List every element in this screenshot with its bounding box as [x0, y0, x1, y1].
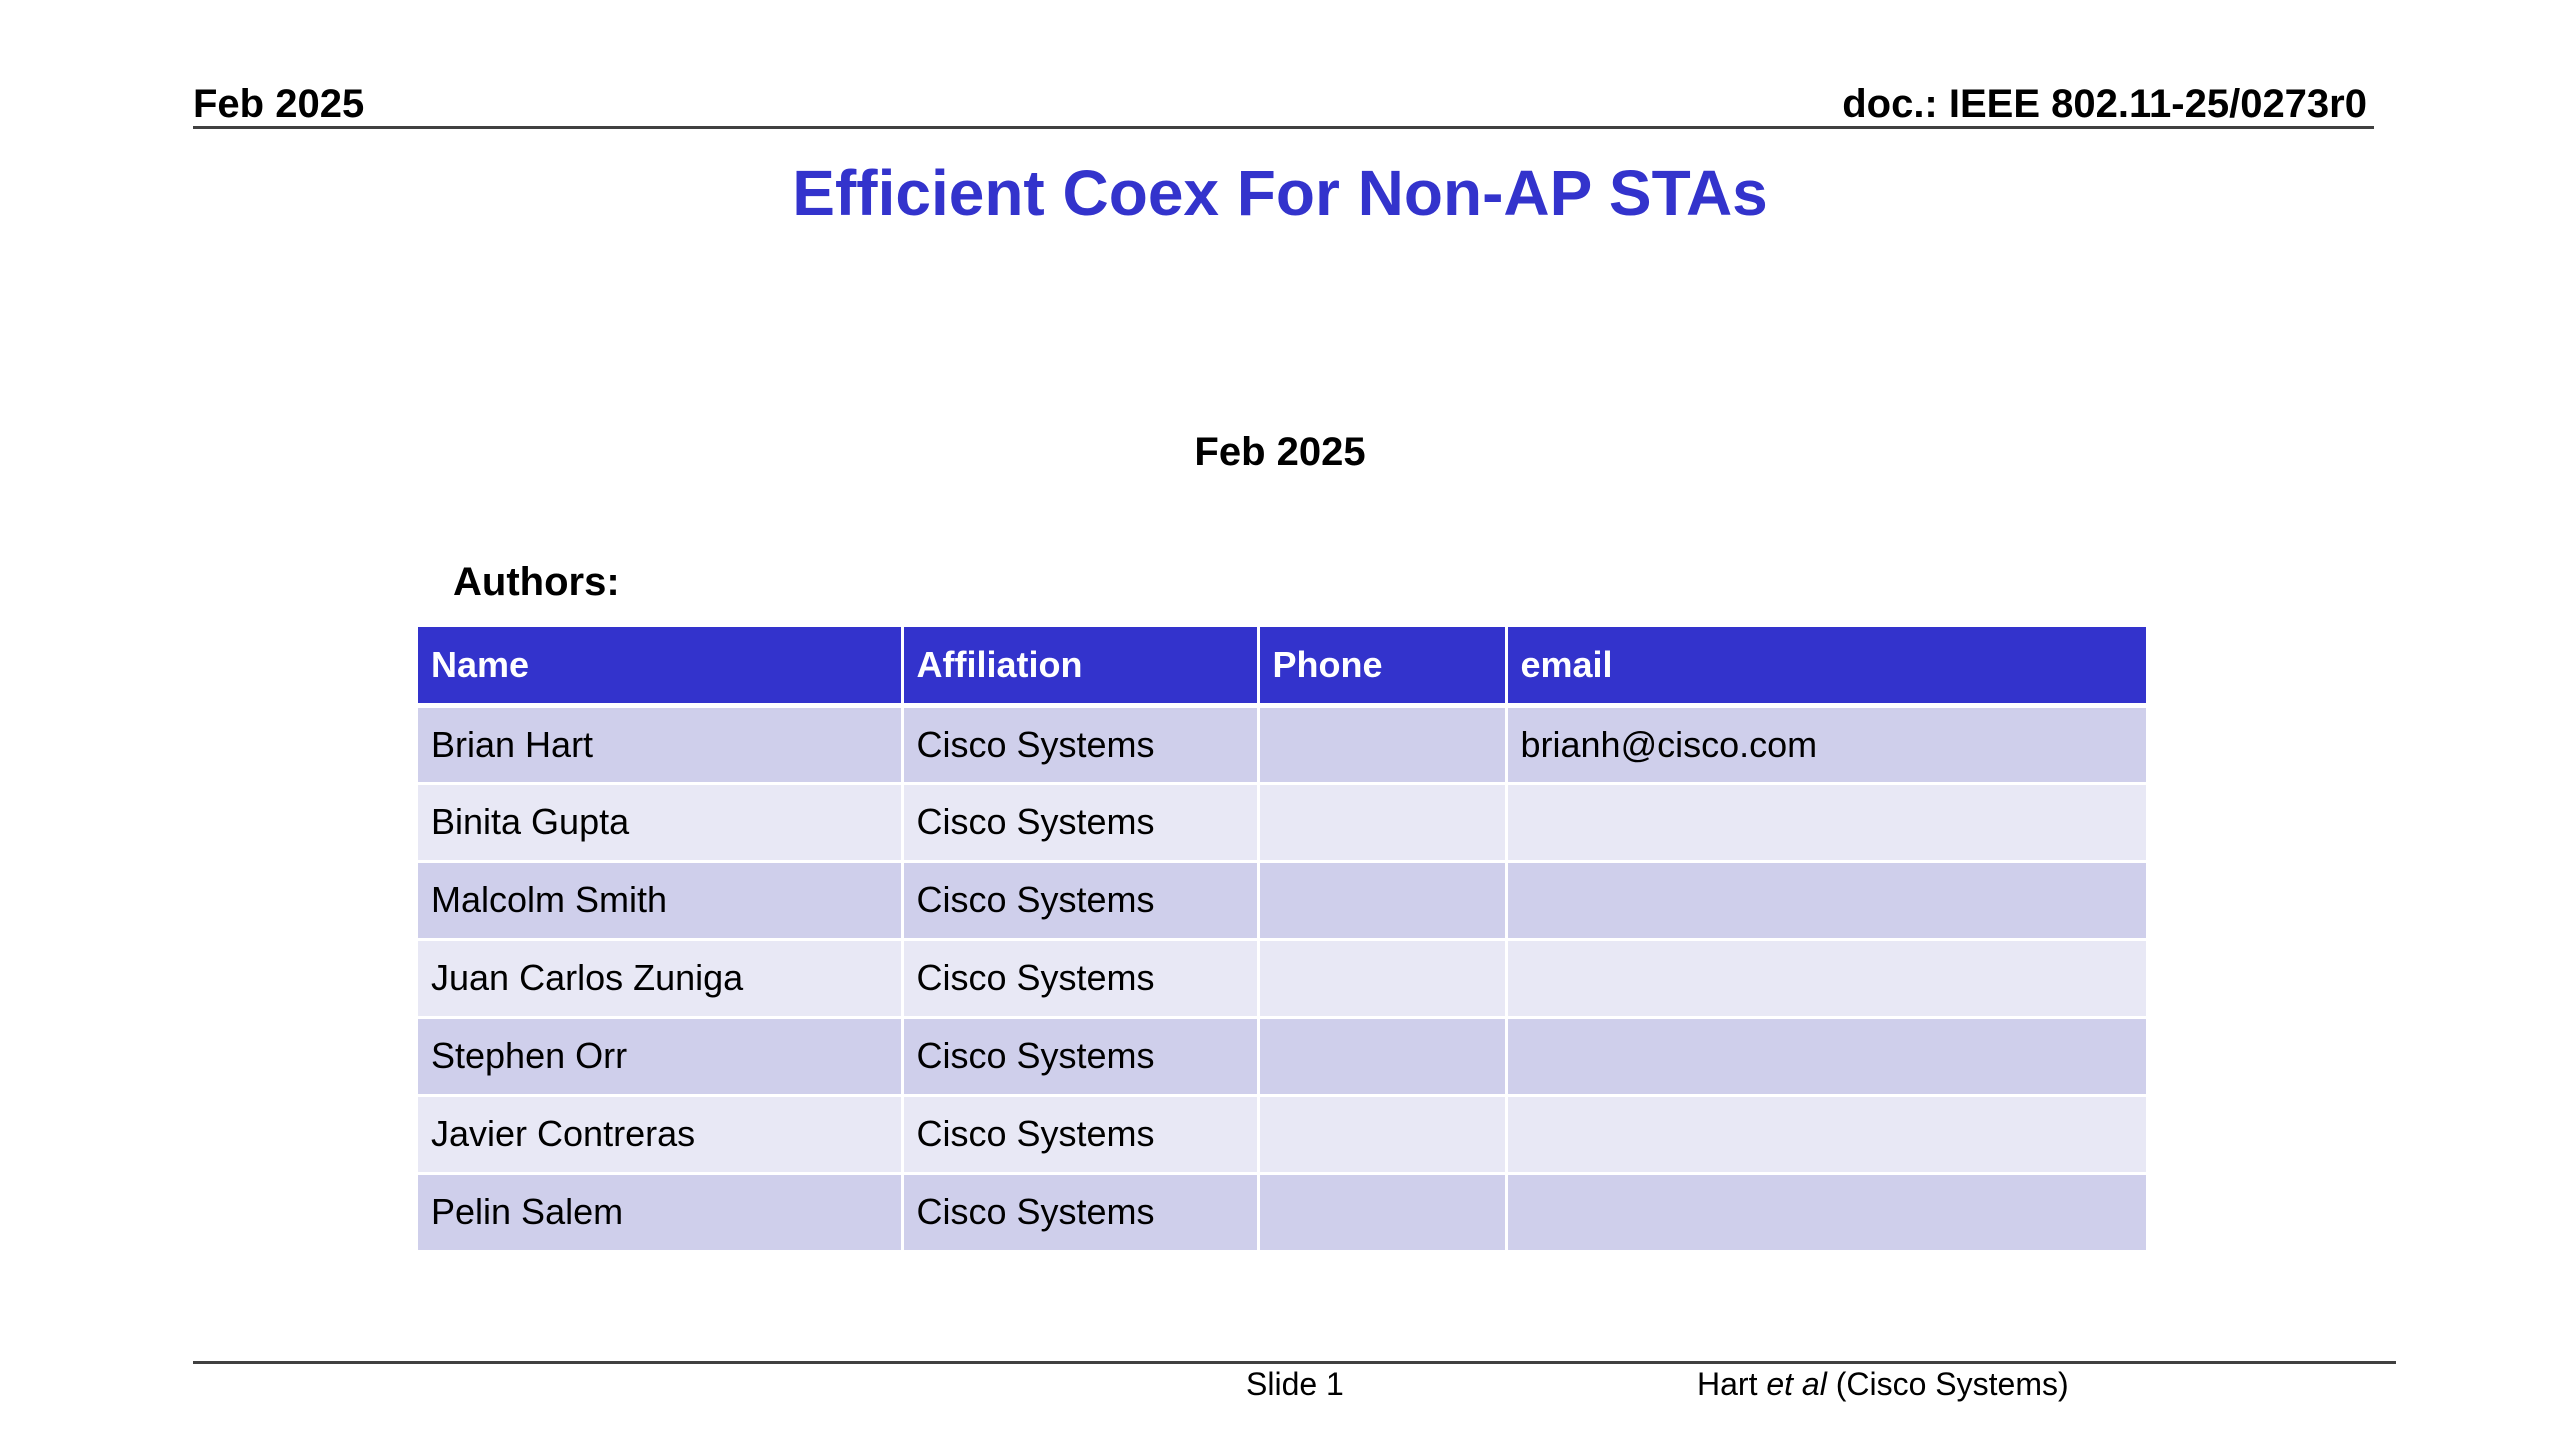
- table-header-row: Name Affiliation Phone email: [418, 627, 2146, 708]
- header-date: Feb 2025: [193, 82, 365, 126]
- cell-affiliation: Cisco Systems: [902, 783, 1260, 863]
- cell-phone: [1258, 705, 1508, 785]
- table-row: Pelin Salem Cisco Systems: [418, 1173, 2146, 1253]
- presentation-date: Feb 2025: [1194, 430, 1366, 474]
- column-header-affiliation: Affiliation: [902, 627, 1260, 708]
- cell-phone: [1258, 1017, 1508, 1097]
- cell-name: Pelin Salem: [418, 1173, 904, 1253]
- footer-author-org: (Cisco Systems): [1835, 1366, 2069, 1402]
- footer-author-etal: et al: [1766, 1366, 1827, 1402]
- cell-affiliation: Cisco Systems: [902, 939, 1260, 1019]
- footer-author-name: Hart: [1697, 1366, 1758, 1402]
- slide-number: Slide 1: [1246, 1366, 1344, 1402]
- cell-affiliation: Cisco Systems: [902, 1095, 1260, 1175]
- cell-email: brianh@cisco.com: [1506, 705, 2146, 785]
- cell-name: Javier Contreras: [418, 1095, 904, 1175]
- slide-title: Efficient Coex For Non-AP STAs: [792, 157, 1768, 229]
- cell-name: Brian Hart: [418, 705, 904, 785]
- cell-affiliation: Cisco Systems: [902, 861, 1260, 941]
- column-header-name: Name: [418, 627, 904, 708]
- cell-email: [1506, 939, 2146, 1019]
- cell-name: Stephen Orr: [418, 1017, 904, 1097]
- footer-divider: [193, 1361, 2396, 1364]
- table-row: Javier Contreras Cisco Systems: [418, 1095, 2146, 1175]
- authors-table: Name Affiliation Phone email Brian Hart …: [418, 627, 2146, 1253]
- header-divider: [193, 126, 2374, 129]
- table-row: Stephen Orr Cisco Systems: [418, 1017, 2146, 1097]
- cell-name: Malcolm Smith: [418, 861, 904, 941]
- cell-affiliation: Cisco Systems: [902, 705, 1260, 785]
- cell-phone: [1258, 861, 1508, 941]
- cell-email: [1506, 1095, 2146, 1175]
- cell-phone: [1258, 1173, 1508, 1253]
- cell-email: [1506, 861, 2146, 941]
- header-doc-id: doc.: IEEE 802.11-25/0273r0: [1842, 82, 2367, 126]
- cell-name: Binita Gupta: [418, 783, 904, 863]
- cell-email: [1506, 1017, 2146, 1097]
- column-header-email: email: [1506, 627, 2146, 708]
- table-row: Juan Carlos Zuniga Cisco Systems: [418, 939, 2146, 1019]
- table-row: Binita Gupta Cisco Systems: [418, 783, 2146, 863]
- column-header-phone: Phone: [1258, 627, 1508, 708]
- cell-name: Juan Carlos Zuniga: [418, 939, 904, 1019]
- cell-phone: [1258, 939, 1508, 1019]
- cell-phone: [1258, 1095, 1508, 1175]
- table-row: Malcolm Smith Cisco Systems: [418, 861, 2146, 941]
- cell-email: [1506, 1173, 2146, 1253]
- cell-email: [1506, 783, 2146, 863]
- table-row: Brian Hart Cisco Systems brianh@cisco.co…: [418, 705, 2146, 785]
- cell-affiliation: Cisco Systems: [902, 1173, 1260, 1253]
- footer-author: Hart et al (Cisco Systems): [1697, 1368, 2069, 1400]
- authors-label: Authors:: [453, 560, 620, 604]
- cell-phone: [1258, 783, 1508, 863]
- cell-affiliation: Cisco Systems: [902, 1017, 1260, 1097]
